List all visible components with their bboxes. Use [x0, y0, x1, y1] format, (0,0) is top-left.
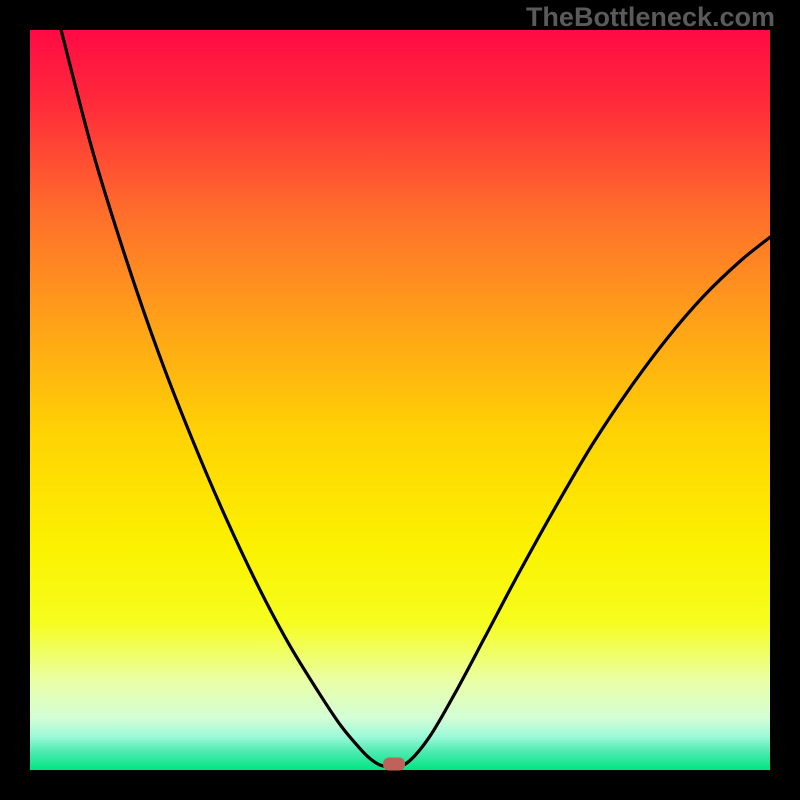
plot-area: [30, 30, 770, 770]
bottleneck-curve: [61, 30, 770, 766]
watermark-text: TheBottleneck.com: [526, 2, 775, 33]
optimum-marker: [383, 758, 405, 771]
curve-layer: [30, 30, 770, 770]
